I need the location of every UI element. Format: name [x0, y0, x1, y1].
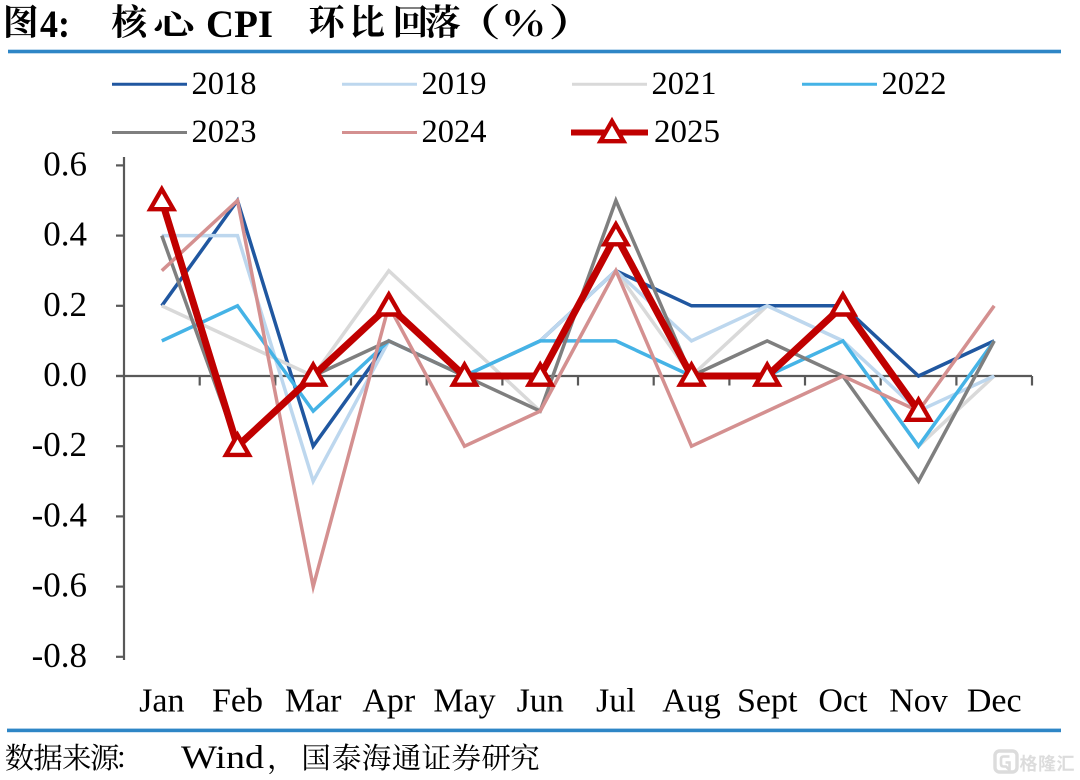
svg-text:0.4: 0.4	[43, 215, 87, 254]
svg-text:2024: 2024	[422, 114, 487, 150]
svg-text:2019: 2019	[422, 66, 487, 102]
svg-text:Nov: Nov	[889, 683, 948, 720]
svg-text:Sept: Sept	[737, 683, 798, 720]
svg-text:2022: 2022	[882, 66, 947, 102]
svg-text:Apr: Apr	[362, 683, 416, 720]
svg-text:0.0: 0.0	[43, 355, 87, 394]
svg-text:Jun: Jun	[517, 683, 564, 720]
svg-text:Aug: Aug	[662, 683, 721, 720]
svg-text:Dec: Dec	[967, 683, 1022, 720]
svg-text:Feb: Feb	[212, 683, 263, 720]
svg-text:Jan: Jan	[139, 683, 184, 720]
svg-text:0.6: 0.6	[43, 144, 87, 183]
svg-text:Oct: Oct	[818, 683, 868, 720]
svg-text:-0.2: -0.2	[32, 425, 87, 464]
svg-text:-0.4: -0.4	[32, 495, 87, 534]
svg-text:CPI: CPI	[206, 3, 273, 46]
svg-text:Wind: Wind	[181, 740, 264, 776]
svg-text:-0.6: -0.6	[32, 566, 87, 605]
svg-text:2025: 2025	[654, 114, 720, 150]
svg-text:0.2: 0.2	[43, 285, 87, 324]
svg-text:2018: 2018	[192, 66, 257, 102]
svg-text:May: May	[433, 683, 495, 720]
svg-text:2021: 2021	[652, 66, 717, 102]
svg-text:Jul: Jul	[596, 683, 636, 720]
svg-text:Mar: Mar	[285, 683, 342, 720]
svg-text:-0.8: -0.8	[32, 636, 87, 675]
svg-text:2023: 2023	[192, 114, 257, 150]
svg-text:4:: 4:	[40, 3, 70, 46]
